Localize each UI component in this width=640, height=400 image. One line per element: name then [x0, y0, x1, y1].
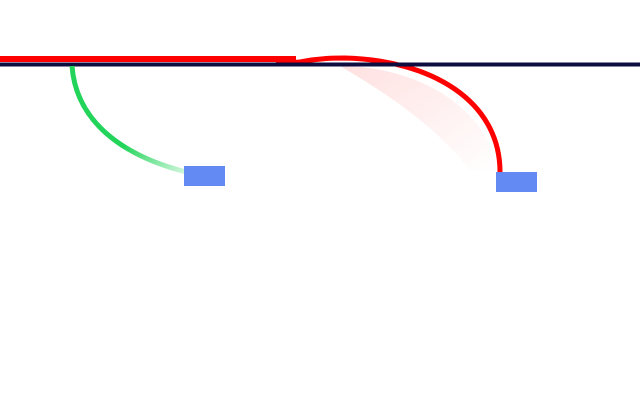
green-curved-path — [69, 65, 187, 175]
blue-block-right — [496, 172, 537, 192]
red-curved-path — [275, 55, 503, 173]
blue-block-left — [184, 166, 225, 186]
red-path-glow — [340, 66, 497, 172]
